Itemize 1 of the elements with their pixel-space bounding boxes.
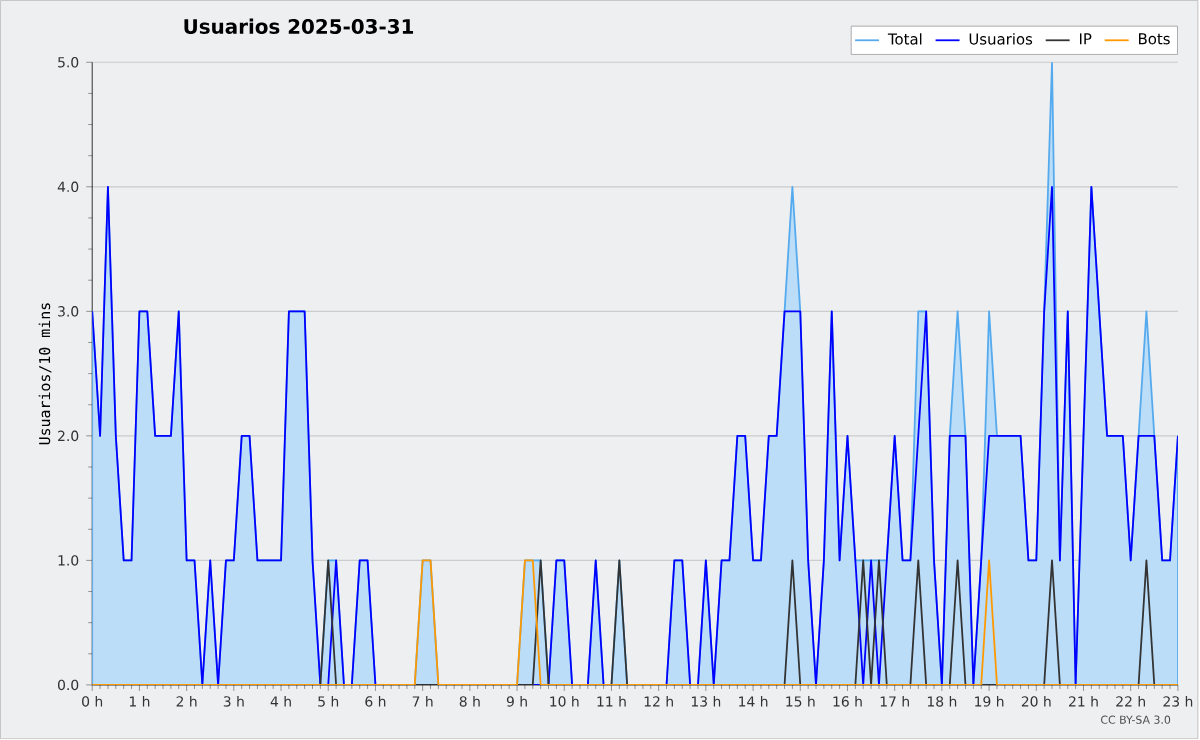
chart-title: Usuarios 2025-03-31 [184,18,414,35]
